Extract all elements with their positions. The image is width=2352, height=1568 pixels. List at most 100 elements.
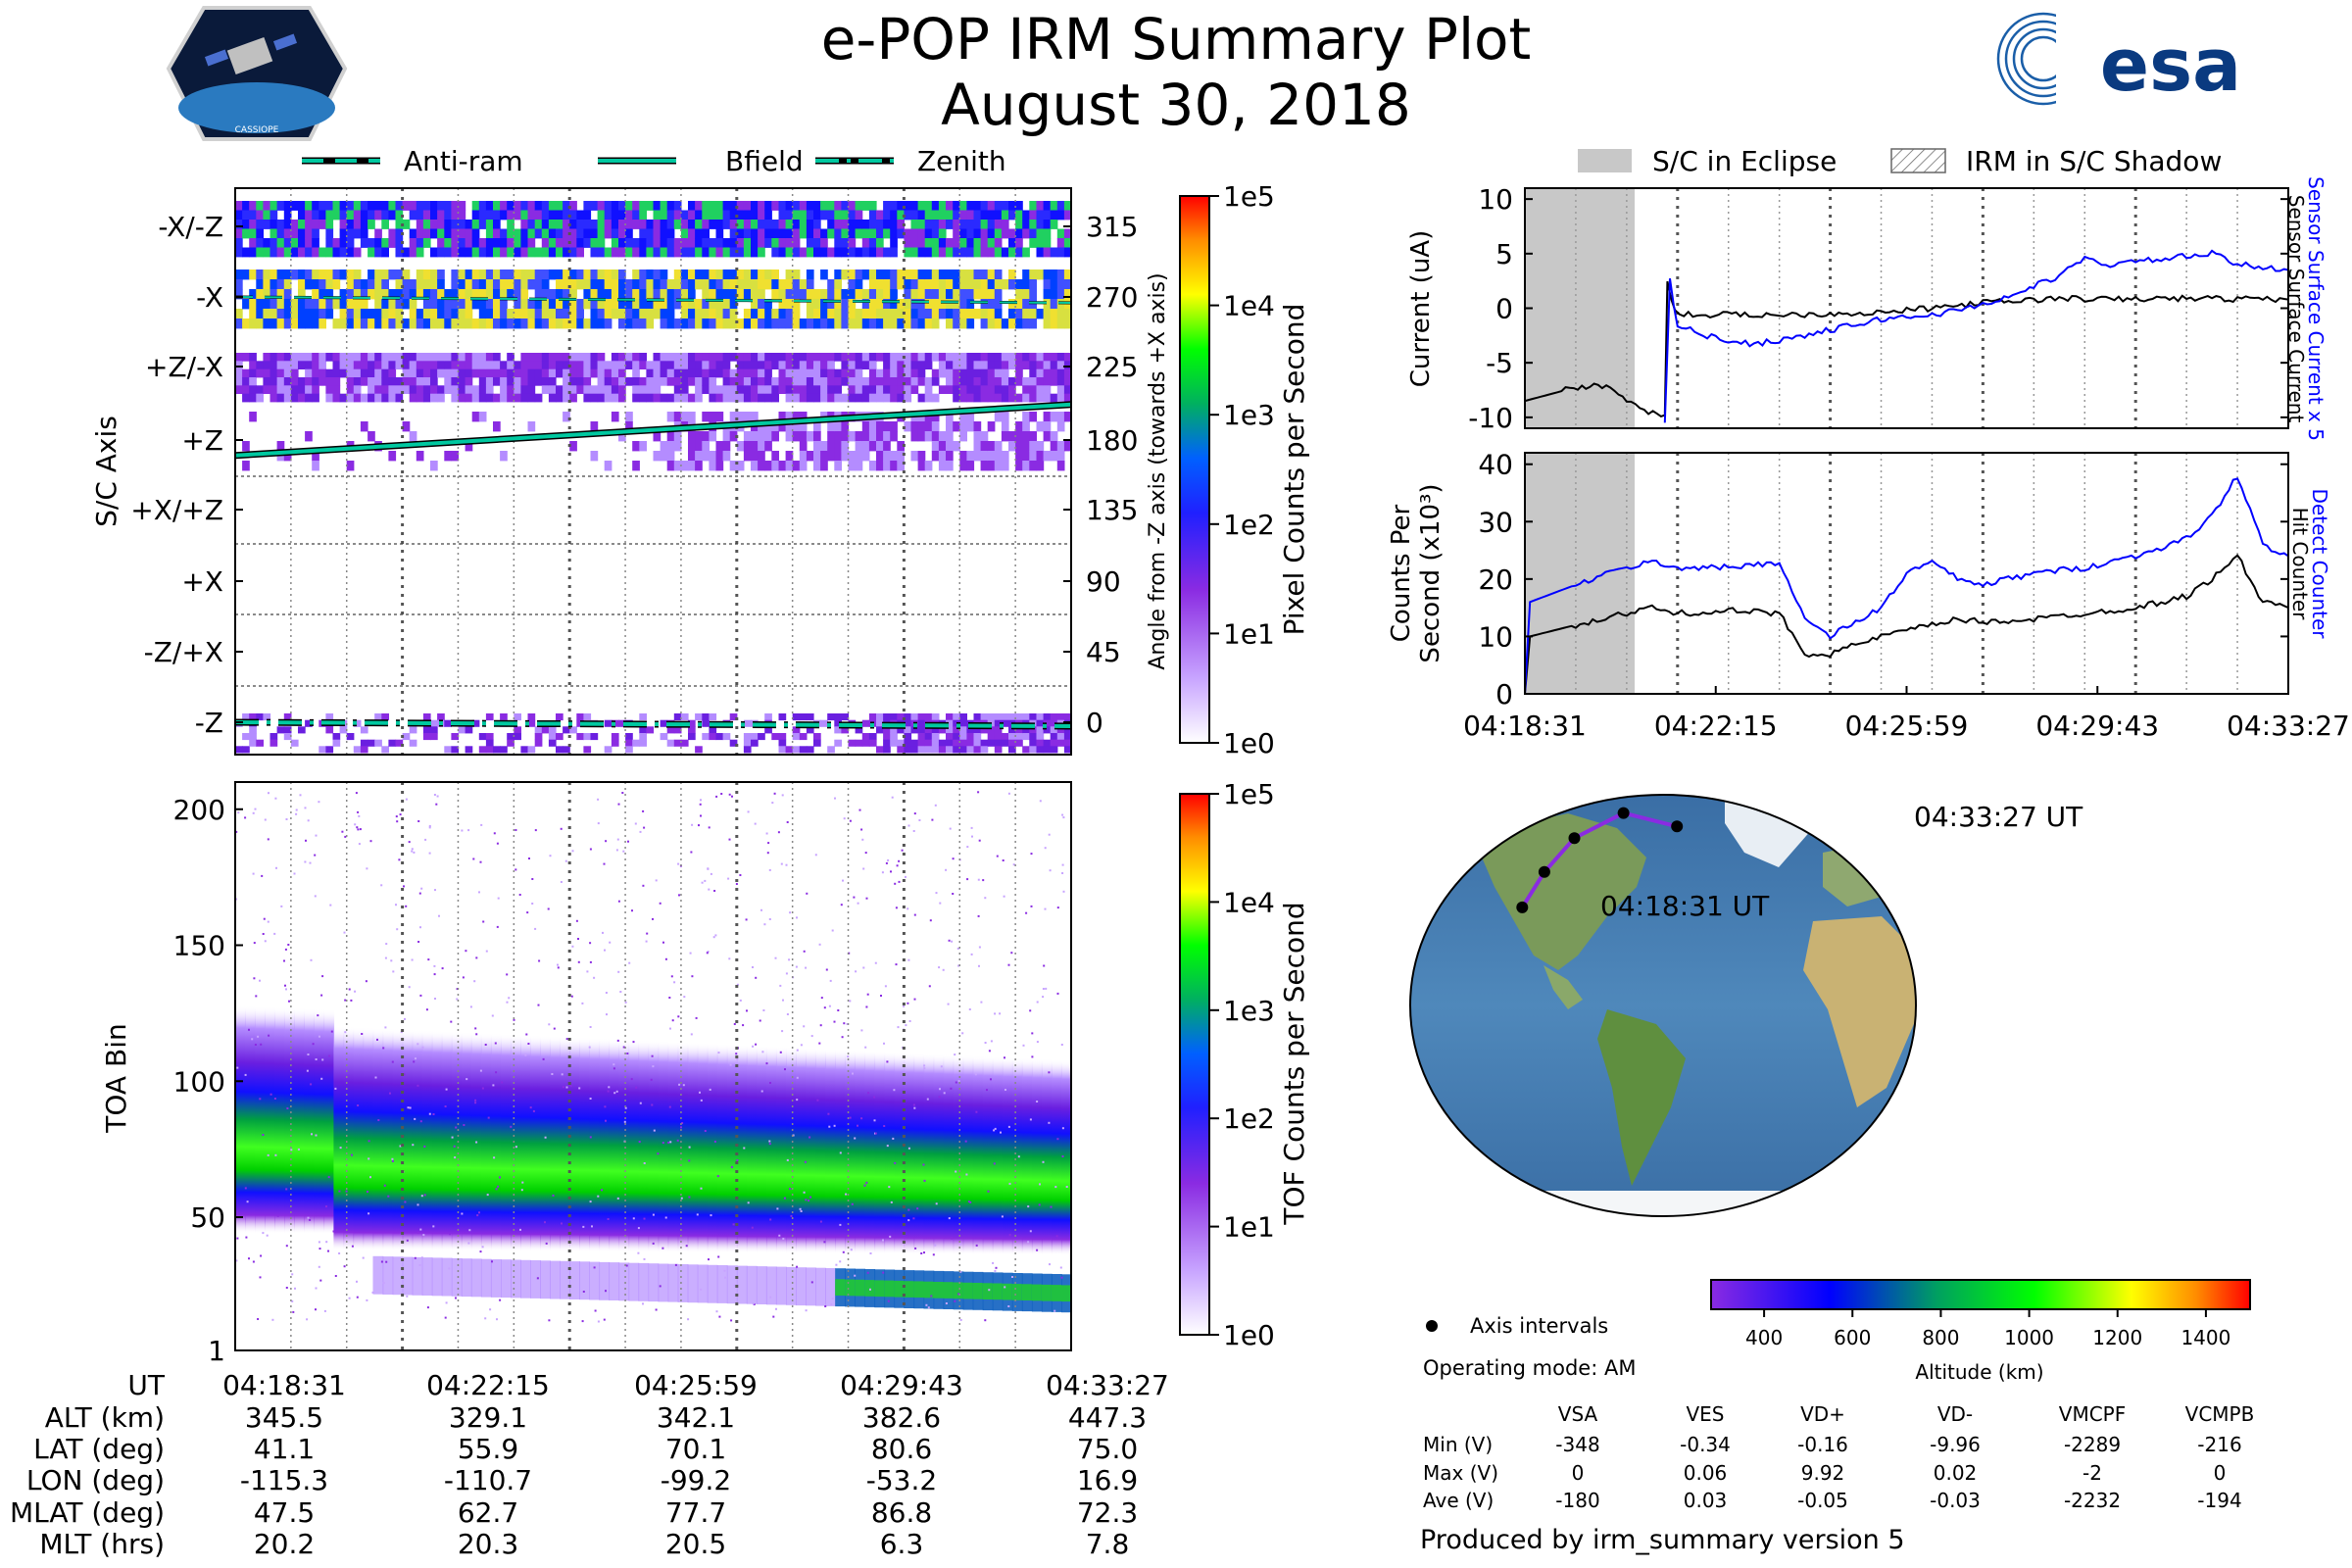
toa-speckle xyxy=(436,795,439,798)
heatmap-cell xyxy=(395,201,404,211)
toa-low-band xyxy=(569,1261,580,1299)
toa-speckle xyxy=(259,1276,262,1279)
heatmap-cell xyxy=(646,220,655,229)
heatmap-cell xyxy=(688,726,696,734)
toa-band-column xyxy=(913,1053,925,1254)
toa-band-column xyxy=(648,1040,660,1253)
voltage-value: -2 xyxy=(2082,1461,2102,1485)
ephemeris-row-label: LAT (deg) xyxy=(33,1433,165,1465)
heatmap-cell xyxy=(318,299,326,310)
heatmap-cell xyxy=(980,279,989,290)
heatmap-cell xyxy=(283,733,292,741)
toa-low-band xyxy=(746,1265,758,1304)
heatmap-cell xyxy=(946,361,954,369)
heatmap-cell xyxy=(736,201,745,211)
heatmap-cell xyxy=(298,228,306,239)
toa-speckle xyxy=(651,1054,654,1057)
heatmap-cell xyxy=(861,201,870,211)
toa-speckle xyxy=(412,1144,415,1147)
heatmap-cell xyxy=(534,201,543,211)
heatmap-cell xyxy=(534,309,543,319)
toa-speckle xyxy=(607,1090,610,1093)
heatmap-cell xyxy=(946,377,954,386)
heatmap-cell xyxy=(639,377,647,386)
heatmap-cell xyxy=(764,220,772,229)
heatmap-cell xyxy=(820,201,828,211)
toa-speckle xyxy=(831,1298,834,1300)
heatmap-cell xyxy=(743,228,752,239)
heatmap-cell xyxy=(938,210,947,220)
heatmap-cell xyxy=(1036,368,1045,378)
heatmap-cell xyxy=(1043,309,1052,319)
heatmap-cell xyxy=(946,220,954,229)
heatmap-cell xyxy=(1036,377,1045,386)
toa-speckle xyxy=(619,991,622,993)
heatmap-cell xyxy=(904,746,912,754)
toa-speckle xyxy=(304,860,307,863)
toa-speckle xyxy=(529,1106,532,1109)
heatmap-cell xyxy=(994,451,1003,462)
heatmap-cell xyxy=(966,368,975,378)
heatmap-cell xyxy=(653,289,662,300)
heatmap-cell xyxy=(541,270,550,280)
heatmap-cell xyxy=(360,279,368,290)
heatmap-cell xyxy=(820,210,828,220)
heatmap-cell xyxy=(312,461,319,471)
heatmap-cell xyxy=(743,289,752,300)
heatmap-cell xyxy=(799,201,808,211)
heatmap-cell xyxy=(910,279,919,290)
heatmap-cell xyxy=(736,318,745,329)
heatmap-cell xyxy=(1050,393,1058,403)
toa-speckle xyxy=(532,1109,535,1112)
toa-band-column xyxy=(1021,1057,1033,1255)
heatmap-cell xyxy=(235,270,243,280)
heatmap-cell xyxy=(402,289,411,300)
toa-speckle xyxy=(819,1024,822,1027)
heatmap-cell xyxy=(353,279,362,290)
heatmap-cell xyxy=(876,713,884,721)
heatmap-cell xyxy=(736,270,745,280)
heatmap-cell xyxy=(283,220,292,229)
heatmap-cell xyxy=(883,228,891,239)
heatmap-cell xyxy=(834,270,842,280)
heatmap-cell xyxy=(548,247,557,258)
heatmap-cell xyxy=(778,361,787,369)
heatmap-cell xyxy=(632,279,640,290)
toa-speckle xyxy=(391,1159,394,1162)
heatmap-cell xyxy=(625,361,633,369)
heatmap-cell xyxy=(1022,385,1030,394)
toa-low-band xyxy=(1002,1283,1013,1300)
heatmap-cell xyxy=(799,393,808,403)
heatmap-cell xyxy=(639,361,647,369)
heatmap-cell xyxy=(673,279,682,290)
toa-speckle xyxy=(245,1236,248,1239)
heatmap-cell xyxy=(625,733,633,741)
voltage-value: -194 xyxy=(2197,1489,2241,1512)
heatmap-cell xyxy=(1036,746,1045,754)
heatmap-cell xyxy=(792,220,801,229)
heatmap-cell xyxy=(953,733,960,741)
toa-speckle xyxy=(642,809,645,812)
heatmap-cell xyxy=(1015,441,1023,452)
heatmap-cell xyxy=(785,220,794,229)
heatmap-cell xyxy=(604,270,612,280)
heatmap-cell xyxy=(764,238,772,248)
heatmap-cell xyxy=(1056,412,1065,422)
altitude-tick-label: 1200 xyxy=(2092,1326,2142,1349)
heatmap-cell xyxy=(1008,210,1016,220)
heatmap-cell xyxy=(493,361,501,369)
toa-low-band xyxy=(402,1256,414,1296)
toa-speckle xyxy=(396,820,399,823)
heatmap-cell xyxy=(792,385,801,394)
toa-speckle xyxy=(262,1134,265,1136)
heatmap-cell xyxy=(298,201,306,211)
toa-low-band xyxy=(599,1261,611,1300)
heatmap-cell xyxy=(493,368,501,378)
toa-speckle xyxy=(786,1158,789,1161)
heatmap-cell xyxy=(541,238,550,248)
heatmap-cell xyxy=(590,393,599,403)
heatmap-cell xyxy=(305,353,313,362)
heatmap-cell xyxy=(841,201,850,211)
toa-speckle xyxy=(290,1149,293,1152)
toa-speckle xyxy=(652,917,654,920)
